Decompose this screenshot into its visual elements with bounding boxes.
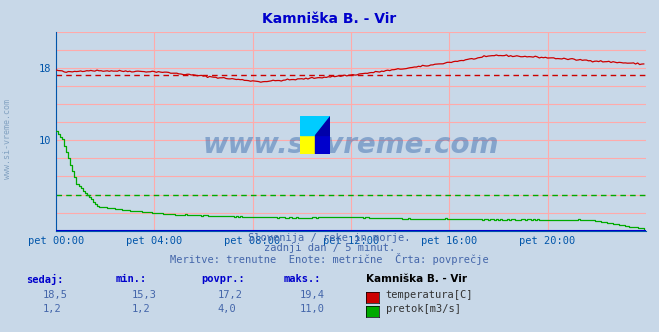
Text: maks.:: maks.: — [283, 274, 321, 284]
Text: www.si-vreme.com: www.si-vreme.com — [3, 100, 13, 179]
Text: Kamniška B. - Vir: Kamniška B. - Vir — [262, 12, 397, 26]
Text: www.si-vreme.com: www.si-vreme.com — [203, 131, 499, 159]
Text: 18,5: 18,5 — [43, 290, 68, 300]
Text: zadnji dan / 5 minut.: zadnji dan / 5 minut. — [264, 243, 395, 253]
Text: Kamniška B. - Vir: Kamniška B. - Vir — [366, 274, 467, 284]
Text: 17,2: 17,2 — [217, 290, 243, 300]
Text: Meritve: trenutne  Enote: metrične  Črta: povprečje: Meritve: trenutne Enote: metrične Črta: … — [170, 253, 489, 265]
Bar — [300, 116, 315, 135]
Text: 15,3: 15,3 — [132, 290, 157, 300]
Text: sedaj:: sedaj: — [26, 274, 64, 285]
Text: 1,2: 1,2 — [43, 304, 61, 314]
Polygon shape — [315, 116, 330, 135]
Bar — [300, 135, 315, 154]
Text: temperatura[C]: temperatura[C] — [386, 290, 473, 300]
Text: povpr.:: povpr.: — [201, 274, 244, 284]
Polygon shape — [315, 116, 330, 135]
Text: Slovenija / reke in morje.: Slovenija / reke in morje. — [248, 233, 411, 243]
Text: 11,0: 11,0 — [300, 304, 325, 314]
Bar — [315, 135, 330, 154]
Text: 19,4: 19,4 — [300, 290, 325, 300]
Text: 1,2: 1,2 — [132, 304, 150, 314]
Text: 4,0: 4,0 — [217, 304, 236, 314]
Text: pretok[m3/s]: pretok[m3/s] — [386, 304, 461, 314]
Text: min.:: min.: — [115, 274, 146, 284]
